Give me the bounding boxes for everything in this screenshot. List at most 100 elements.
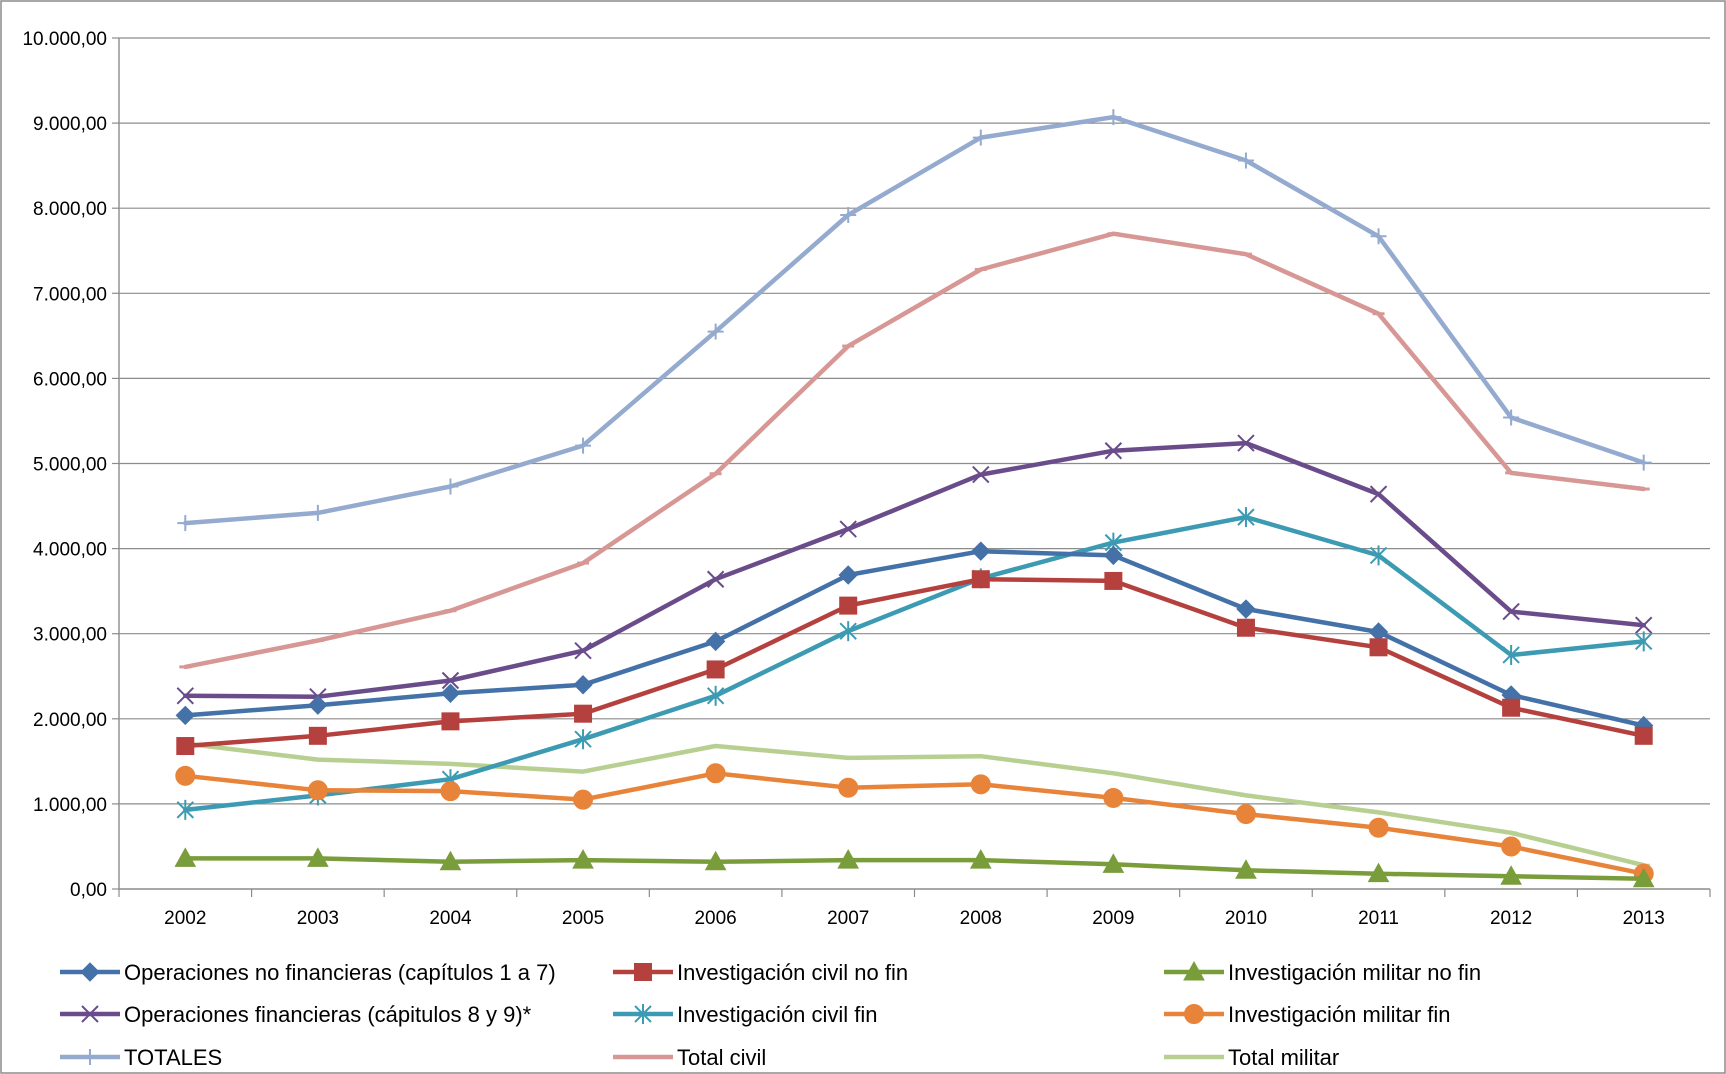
- data-point: [1635, 616, 1653, 634]
- data-point: [1370, 228, 1387, 245]
- data-point: [574, 704, 593, 723]
- data-point: [574, 642, 592, 660]
- data-point: [1635, 454, 1652, 471]
- data-point: [1501, 836, 1522, 857]
- series-line: [183, 231, 1646, 670]
- data-point: [706, 685, 725, 706]
- data-point: [176, 687, 194, 705]
- series-line: [183, 440, 1646, 699]
- data-point: [1369, 485, 1388, 503]
- data-point: [177, 515, 194, 532]
- data-point: [308, 695, 328, 715]
- data-point: [1632, 867, 1655, 888]
- y-tick-label: 8.000,00: [33, 199, 107, 220]
- data-point: [1102, 853, 1125, 873]
- series-lines: [174, 109, 1655, 888]
- y-tick-label: 1.000,00: [33, 795, 107, 816]
- data-point: [442, 478, 459, 495]
- data-point: [308, 726, 327, 745]
- series-5: [176, 507, 1653, 820]
- gridlines: [119, 37, 1710, 805]
- data-point: [174, 847, 197, 867]
- data-point: [706, 660, 725, 679]
- legend-label: Investigación militar fin: [1228, 1002, 1451, 1027]
- data-point: [1634, 726, 1653, 745]
- legend-entry: Investigación militar fin: [1164, 1002, 1451, 1027]
- data-point: [1500, 865, 1522, 885]
- data-point: [1635, 631, 1653, 652]
- legend-marker: [634, 1004, 652, 1024]
- series-9: [179, 741, 1650, 868]
- y-tick-label: 0,00: [70, 880, 107, 901]
- series-line: [183, 514, 1646, 813]
- data-point: [838, 777, 859, 798]
- legend-marker: [1184, 1004, 1204, 1024]
- x-tick-label: 2005: [562, 908, 604, 929]
- legend-entry: Investigación militar no fin: [1164, 960, 1481, 985]
- data-point: [440, 781, 461, 802]
- legend-marker: [81, 1005, 99, 1023]
- legend-entry: Operaciones no financieras (capítulos 1 …: [60, 960, 556, 985]
- x-tick-label: 2002: [164, 908, 206, 929]
- data-point: [440, 683, 461, 703]
- data-point: [971, 541, 991, 561]
- data-point: [705, 763, 726, 784]
- data-point: [175, 705, 195, 726]
- y-tick-label: 2.000,00: [33, 710, 107, 731]
- data-point: [707, 323, 724, 340]
- data-point: [972, 465, 990, 484]
- data-point: [1237, 152, 1254, 169]
- legend-label: Operaciones no financieras (capítulos 1 …: [124, 960, 556, 985]
- data-point: [705, 631, 726, 652]
- data-point: [1502, 602, 1520, 621]
- series-line: [183, 576, 1646, 749]
- data-point: [441, 712, 460, 731]
- data-point: [838, 565, 858, 585]
- data-point: [1235, 859, 1257, 879]
- data-point: [1237, 434, 1255, 452]
- data-point: [971, 570, 990, 589]
- data-point: [573, 789, 594, 810]
- data-point: [706, 570, 725, 588]
- data-point: [573, 675, 593, 695]
- data-point: [1103, 787, 1124, 808]
- series-8: [179, 231, 1650, 670]
- y-tick-label: 4.000,00: [33, 540, 107, 561]
- series-7: [177, 109, 1652, 532]
- data-point: [1368, 817, 1389, 838]
- data-point: [840, 207, 857, 224]
- data-point: [439, 850, 462, 871]
- data-point: [307, 780, 328, 801]
- series-line: [183, 856, 1646, 882]
- legend-marker: [80, 962, 100, 982]
- data-point: [1105, 109, 1122, 126]
- data-point: [309, 504, 326, 521]
- legend-entry: TOTALES: [60, 1045, 222, 1070]
- series-3: [174, 847, 1655, 888]
- series-2: [176, 570, 1653, 756]
- data-point: [441, 671, 460, 690]
- x-tick-label: 2008: [960, 908, 1002, 929]
- x-tick-label: 2006: [694, 908, 736, 929]
- legend: Operaciones no financieras (capítulos 1 …: [60, 960, 1481, 1070]
- data-point: [1235, 804, 1256, 825]
- y-tick-label: 10.000,00: [22, 29, 107, 50]
- data-point: [972, 129, 989, 146]
- legend-label: Investigación civil no fin: [677, 960, 908, 985]
- data-point: [970, 774, 991, 795]
- x-tick-label: 2010: [1225, 908, 1267, 929]
- data-point: [1104, 442, 1123, 460]
- x-tick-label: 2013: [1623, 908, 1665, 929]
- legend-label: Investigación civil fin: [677, 1002, 878, 1027]
- x-tick-label: 2004: [429, 908, 472, 929]
- data-point: [1104, 571, 1123, 590]
- legend-entry: Total militar: [1164, 1045, 1339, 1070]
- series-6: [175, 763, 1654, 884]
- series-4: [176, 434, 1653, 706]
- series-line: [183, 548, 1646, 728]
- data-point: [575, 437, 592, 454]
- data-point: [1503, 409, 1520, 426]
- data-point: [1236, 618, 1255, 637]
